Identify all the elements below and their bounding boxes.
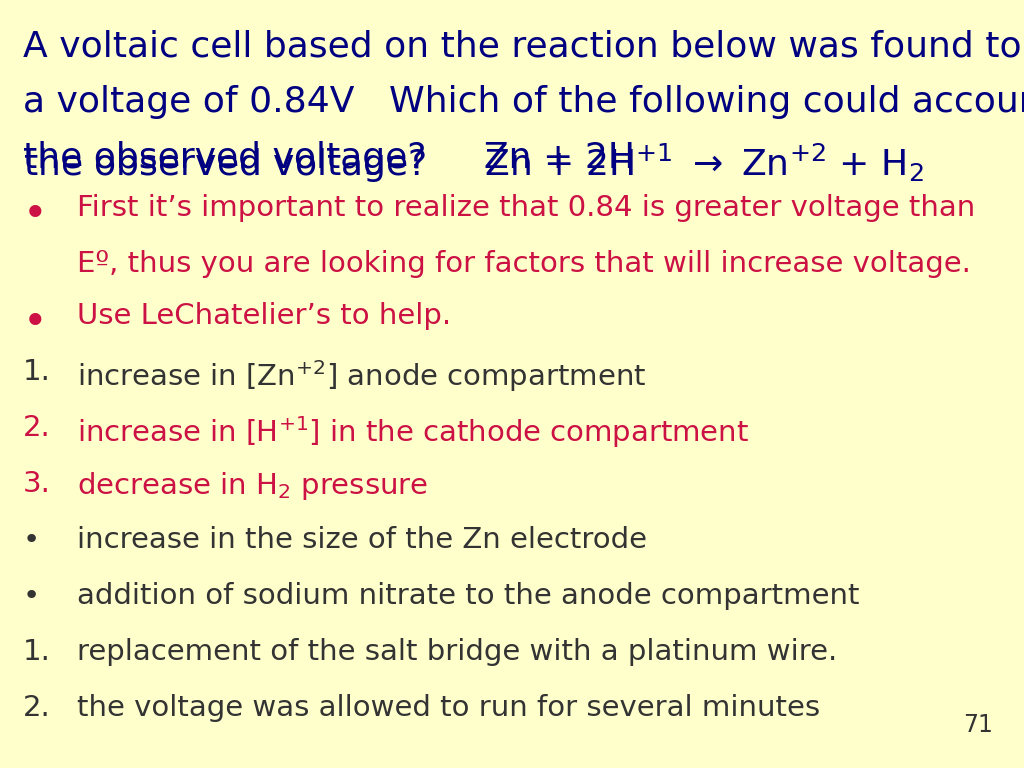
Text: •: • (23, 302, 47, 344)
Text: 2.: 2. (23, 694, 50, 722)
Text: 2.: 2. (23, 414, 50, 442)
Text: •: • (23, 582, 40, 610)
Text: First it’s important to realize that 0.84 is greater voltage than: First it’s important to realize that 0.8… (77, 194, 975, 221)
Text: •: • (23, 526, 40, 554)
Text: A voltaic cell based on the reaction below was found to have: A voltaic cell based on the reaction bel… (23, 29, 1024, 63)
Text: the observed voltage?     Zn + 2H: the observed voltage? Zn + 2H (23, 141, 635, 175)
Text: Use LeChatelier’s to help.: Use LeChatelier’s to help. (77, 302, 451, 329)
Text: 71: 71 (964, 713, 993, 737)
Text: increase in the size of the Zn electrode: increase in the size of the Zn electrode (77, 526, 647, 554)
Text: the voltage was allowed to run for several minutes: the voltage was allowed to run for sever… (77, 694, 820, 722)
Text: increase in [H$^{+1}$] in the cathode compartment: increase in [H$^{+1}$] in the cathode co… (77, 414, 749, 450)
Text: •: • (23, 194, 47, 236)
Text: replacement of the salt bridge with a platinum wire.: replacement of the salt bridge with a pl… (77, 638, 837, 666)
Text: 3.: 3. (23, 470, 50, 498)
Text: a voltage of 0.84V   Which of the following could account for: a voltage of 0.84V Which of the followin… (23, 85, 1024, 119)
Text: the observed voltage?     Zn + 2H$^{+1}$ $\rightarrow$ Zn$^{+2}$ + H$_{2}$: the observed voltage? Zn + 2H$^{+1}$ $\r… (23, 141, 924, 184)
Text: 1.: 1. (23, 638, 50, 666)
Text: Eº, thus you are looking for factors that will increase voltage.: Eº, thus you are looking for factors tha… (77, 250, 971, 277)
Text: addition of sodium nitrate to the anode compartment: addition of sodium nitrate to the anode … (77, 582, 859, 610)
Text: increase in [Zn$^{+2}$] anode compartment: increase in [Zn$^{+2}$] anode compartmen… (77, 358, 646, 394)
Text: 1.: 1. (23, 358, 50, 386)
Text: decrease in H$_{2}$ pressure: decrease in H$_{2}$ pressure (77, 470, 428, 502)
